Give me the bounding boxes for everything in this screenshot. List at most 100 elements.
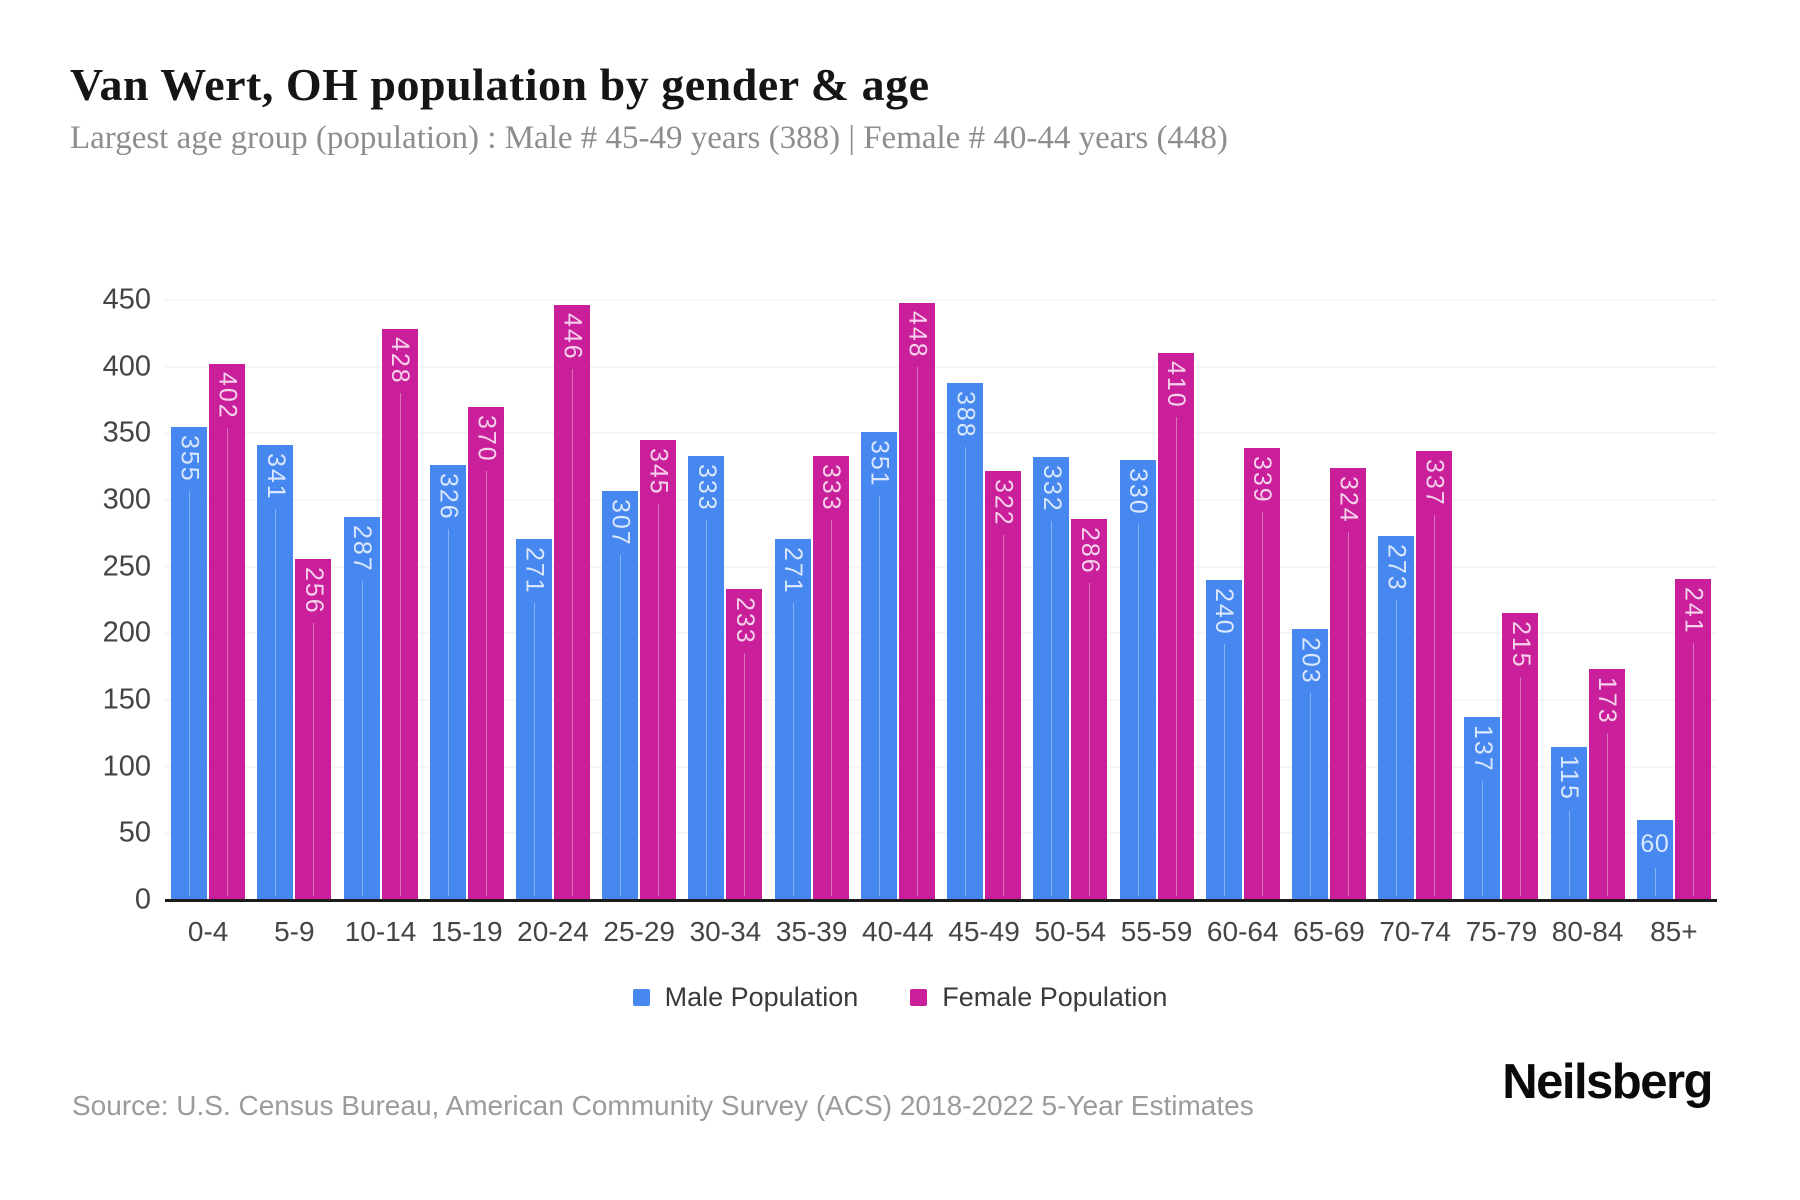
bar-label-line	[447, 529, 449, 896]
bar-group-60-64: 240 339 60-64	[1200, 300, 1286, 947]
bar-group-15-19: 326 370 15-19	[424, 300, 510, 947]
bar-value-label: 137	[1468, 725, 1497, 774]
gridline	[165, 432, 1717, 434]
bar-value-label: 446	[558, 313, 587, 362]
x-axis-label: 40-44	[862, 916, 934, 947]
bar-group-0-4: 355 402 0-4	[165, 300, 251, 947]
bar-label-line	[1654, 868, 1656, 896]
male-bar-55-59: 330	[1119, 460, 1156, 900]
y-axis-tick-label: 300	[102, 483, 151, 516]
neilsberg-logo: Neilsberg	[1502, 1055, 1713, 1109]
bar-label-line	[1089, 582, 1091, 896]
bar-value-label: 370	[472, 414, 501, 463]
bar-label-line	[1692, 642, 1694, 896]
bar-value-label: 337	[1420, 458, 1449, 507]
legend-swatch	[910, 989, 928, 1006]
bar-label-line	[1137, 524, 1139, 896]
female-bar-80-84: 173	[1588, 669, 1625, 900]
x-axis-line	[165, 899, 1717, 902]
bar-group-30-34: 333 233 30-34	[682, 300, 768, 947]
male-bar-35-39: 271	[774, 538, 811, 900]
bar-label-line	[275, 509, 277, 896]
male-bar-45-49: 388	[947, 382, 984, 900]
x-axis-label: 10-14	[344, 916, 417, 947]
bar-value-label: 330	[1124, 468, 1153, 516]
bar-label-line	[533, 602, 535, 896]
bar-group-25-29: 307 345 25-29	[596, 300, 682, 947]
legend-item-female[interactable]: Female Population	[910, 982, 1167, 1013]
bar-label-line	[744, 653, 746, 896]
female-bar-40-44: 448	[898, 302, 935, 900]
bar-label-line	[1606, 733, 1608, 896]
x-axis-label: 5-9	[274, 916, 315, 947]
bar-value-label: 339	[1248, 456, 1277, 504]
bar-value-label: 388	[951, 390, 980, 439]
bar-value-label: 351	[865, 440, 894, 488]
bar-label-line	[916, 366, 918, 896]
x-axis-label: 80-84	[1551, 916, 1624, 947]
bar-group-55-59: 330 410 55-59	[1113, 300, 1199, 947]
bar-value-label: 241	[1679, 586, 1708, 635]
bar-label-line	[620, 554, 622, 896]
bar-group-85+: 60 241 85+	[1631, 300, 1717, 947]
female-bar-20-24: 446	[553, 305, 590, 900]
legend: Male Population Female Population	[0, 982, 1800, 1013]
gridline	[165, 499, 1717, 501]
bar-label-line	[1261, 512, 1263, 896]
x-axis-label: 85+	[1650, 916, 1698, 947]
bar-value-label: 233	[730, 597, 759, 646]
bar-label-line	[1175, 417, 1177, 896]
bar-label-line	[227, 428, 229, 896]
gridline	[165, 699, 1717, 701]
gridline	[165, 566, 1717, 568]
y-axis-tick-label: 0	[134, 883, 151, 916]
female-bar-55-59: 410	[1157, 353, 1194, 900]
bar-value-label: 115	[1555, 754, 1584, 801]
bar-label-line	[1051, 521, 1053, 896]
bar-value-label: 215	[1506, 621, 1535, 670]
bar-value-label: 355	[175, 434, 204, 483]
male-bar-10-14: 287	[343, 517, 380, 900]
bar-label-line	[965, 446, 967, 896]
legend-label: Female Population	[942, 982, 1168, 1012]
bar-label-line	[1434, 514, 1436, 896]
bar-group-10-14: 287 428 10-14	[337, 300, 423, 947]
female-bar-15-19: 370	[467, 406, 504, 900]
bar-value-label: 60	[1640, 830, 1670, 858]
bar-label-line	[830, 520, 832, 896]
female-bar-35-39: 333	[812, 456, 849, 900]
female-bar-30-34: 233	[726, 589, 763, 900]
bar-value-label: 324	[1334, 476, 1363, 524]
male-bar-60-64: 240	[1205, 580, 1242, 900]
x-axis-label: 0-4	[187, 916, 229, 947]
bar-value-label: 333	[692, 464, 721, 512]
female-bar-5-9: 256	[295, 558, 332, 900]
x-axis-label: 30-34	[689, 916, 762, 947]
bar-group-70-74: 273 337 70-74	[1372, 300, 1458, 947]
bar-label-line	[1003, 534, 1005, 896]
x-axis-label: 20-24	[517, 916, 589, 947]
bar-group-35-39: 271 333 35-39	[769, 300, 855, 947]
bar-group-45-49: 388 322 45-49	[941, 300, 1027, 947]
bar-value-label: 402	[213, 372, 242, 420]
bar-value-label: 273	[1382, 544, 1411, 592]
bar-value-label: 326	[434, 473, 463, 522]
female-bar-10-14: 428	[381, 329, 418, 900]
bar-label-line	[399, 393, 401, 896]
male-bar-5-9: 341	[257, 445, 294, 900]
gridline	[165, 299, 1717, 301]
legend-swatch	[632, 989, 650, 1006]
female-bar-75-79: 215	[1502, 613, 1539, 900]
x-axis-label: 25-29	[603, 916, 676, 947]
y-axis-tick-label: 350	[102, 416, 151, 449]
gridline	[165, 366, 1717, 368]
male-bar-30-34: 333	[688, 456, 725, 900]
female-bar-0-4: 402	[209, 364, 246, 900]
bar-value-label: 287	[348, 525, 377, 574]
bar-group-80-84: 115 173 80-84	[1545, 300, 1631, 947]
legend-item-male[interactable]: Male Population	[632, 982, 858, 1013]
x-axis-label: 50-54	[1034, 916, 1107, 947]
bar-value-label: 345	[644, 448, 673, 496]
bar-label-line	[1347, 532, 1349, 896]
bar-value-label: 271	[520, 546, 549, 595]
